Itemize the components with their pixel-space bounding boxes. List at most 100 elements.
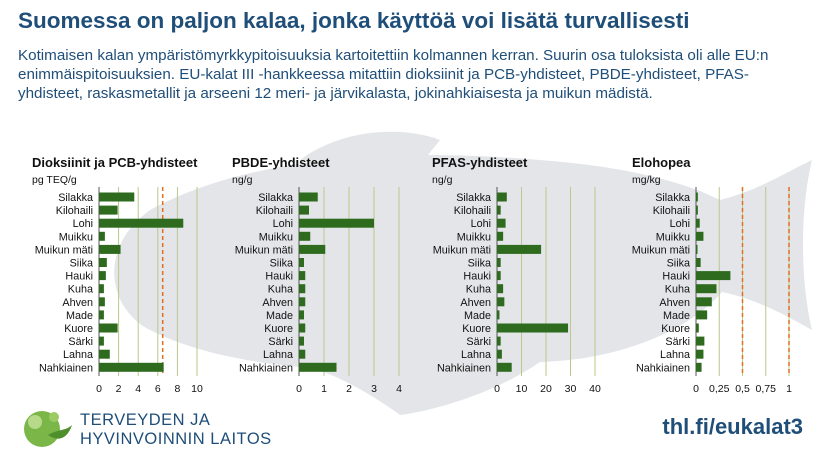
bar-lahna: [299, 349, 306, 359]
x-tick-label: 10: [516, 383, 528, 395]
category-label: Muikku: [656, 231, 690, 243]
bar-siika: [299, 258, 304, 267]
bar-kilohaili: [696, 205, 698, 215]
x-tick-label: 8: [174, 383, 180, 395]
category-label: Kuha: [665, 284, 690, 296]
bar-kuha: [497, 284, 504, 294]
category-label: Lohi: [670, 218, 690, 230]
category-label: Hauki: [463, 271, 491, 283]
chart-title: PBDE-yhdisteet: [232, 155, 330, 170]
category-label: Kuore: [661, 323, 690, 335]
bar-made: [99, 310, 104, 320]
bar-särki: [99, 336, 104, 346]
x-tick-label: 0,5: [735, 383, 750, 395]
org-name-line2: HYVINVOINNIN LAITOS: [80, 430, 272, 448]
bar-silakka: [99, 192, 135, 202]
bar-siika: [497, 258, 501, 267]
category-label: Nahkiainen: [239, 362, 293, 374]
category-label: Kuha: [466, 284, 491, 296]
category-label: Kuore: [64, 323, 93, 335]
bar-särki: [696, 336, 705, 346]
bar-nahkiainen: [299, 362, 337, 372]
bar-ahven: [299, 297, 306, 307]
bar-nahkiainen: [99, 362, 164, 372]
bar-hauki: [99, 271, 106, 281]
bar-muikun-mäti: [99, 244, 121, 254]
bar-muikku: [696, 231, 704, 241]
x-tick-label: 4: [135, 383, 141, 395]
bar-made: [497, 310, 500, 320]
category-label: Ahven: [659, 297, 690, 309]
x-tick-label: 0: [96, 383, 102, 395]
category-label: Muikun mäti: [235, 244, 293, 256]
chart-title: PFAS-yhdisteet: [432, 155, 528, 170]
category-label: Muikun mäti: [35, 244, 93, 256]
bar-kilohaili: [497, 205, 501, 215]
category-label: Nahkiainen: [636, 362, 690, 374]
category-label: Made: [66, 310, 93, 322]
bar-lahna: [99, 349, 110, 359]
category-label: Silakka: [655, 192, 690, 204]
chart-title: Dioksiinit ja PCB-yhdisteet: [32, 155, 198, 170]
category-label: Kilohaili: [454, 205, 491, 217]
bar-hauki: [497, 271, 501, 281]
category-label: Särki: [466, 336, 491, 348]
bar-kuore: [299, 323, 306, 333]
x-tick-label: 1: [786, 383, 792, 395]
bar-kilohaili: [99, 205, 118, 215]
category-label: Lahna: [263, 349, 293, 361]
category-label: Lahna: [461, 349, 491, 361]
bar-silakka: [696, 192, 698, 202]
bar-silakka: [299, 192, 318, 202]
category-label: Ahven: [460, 297, 491, 309]
x-tick-label: 3: [371, 383, 377, 395]
bar-lohi: [696, 218, 700, 228]
x-tick-label: 30: [565, 383, 577, 395]
category-label: Siika: [270, 258, 293, 270]
bar-nahkiainen: [696, 362, 702, 372]
bar-lahna: [497, 349, 502, 359]
x-tick-label: 4: [396, 383, 402, 395]
category-label: Made: [464, 310, 491, 322]
category-label: Lahna: [63, 349, 93, 361]
bar-muikku: [299, 231, 311, 241]
category-label: Särki: [68, 336, 93, 348]
bar-silakka: [497, 192, 507, 202]
chart-unit: pg TEQ/g: [32, 174, 77, 186]
category-label: Kilohaili: [653, 205, 690, 217]
bar-lahna: [696, 349, 704, 359]
bar-muikku: [99, 231, 105, 241]
category-label: Muikku: [457, 231, 491, 243]
x-tick-label: 0,25: [709, 383, 730, 395]
category-label: Hauki: [65, 271, 93, 283]
x-tick-label: 40: [589, 383, 601, 395]
category-label: Kilohaili: [256, 205, 293, 217]
intro-paragraph: Kotimaisen kalan ympäristömyrkkypitoisuu…: [18, 47, 769, 102]
category-label: Muikku: [59, 231, 93, 243]
category-label: Nahkiainen: [39, 362, 93, 374]
category-label: Lohi: [73, 218, 93, 230]
bar-ahven: [696, 297, 712, 307]
bar-kilohaili: [299, 205, 309, 215]
org-name-line1: TERVEYDEN JA: [80, 411, 211, 429]
x-tick-label: 0: [296, 383, 302, 395]
bar-kuore: [696, 323, 699, 333]
x-tick-label: 2: [346, 383, 352, 395]
x-tick-label: 10: [191, 383, 203, 395]
bar-muikun-mäti: [497, 244, 542, 254]
category-label: Siika: [667, 258, 690, 270]
category-label: Silakka: [58, 192, 93, 204]
website-link[interactable]: thl.fi/eukalat3: [662, 414, 803, 439]
category-label: Made: [663, 310, 690, 322]
bar-lohi: [299, 218, 374, 228]
bar-kuore: [99, 323, 118, 333]
bar-kuha: [99, 284, 104, 294]
bar-lohi: [99, 218, 184, 228]
category-label: Lohi: [471, 218, 491, 230]
bar-ahven: [497, 297, 505, 307]
category-label: Hauki: [662, 271, 690, 283]
bar-hauki: [299, 271, 306, 281]
category-label: Ahven: [62, 297, 93, 309]
